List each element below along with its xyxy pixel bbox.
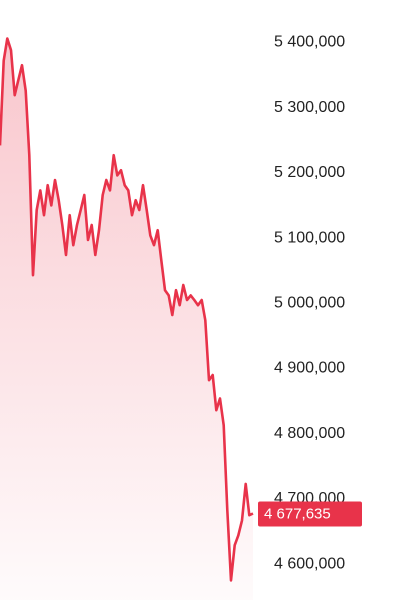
y-tick-label: 5 100,000: [274, 229, 345, 246]
y-tick-label: 4 600,000: [274, 555, 345, 572]
y-tick-label: 4 900,000: [274, 360, 345, 377]
y-tick-label: 5 400,000: [274, 34, 345, 51]
y-tick-label: 5 300,000: [274, 99, 345, 116]
price-line: [0, 37, 254, 582]
y-tick-label: 4 800,000: [274, 425, 345, 442]
y-tick-label: 5 200,000: [274, 164, 345, 181]
current-price-label: 4 677,635: [264, 505, 331, 522]
y-tick-label: 5 000,000: [274, 294, 345, 311]
current-price-tag: [258, 501, 362, 527]
price-area: [0, 38, 253, 600]
